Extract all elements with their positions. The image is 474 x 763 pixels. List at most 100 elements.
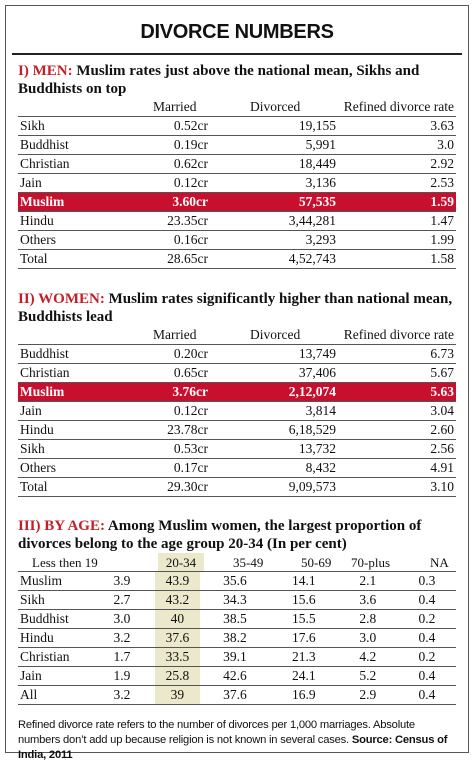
age-col-2: 35-49 <box>233 555 264 570</box>
women-married-value: 0.53cr <box>148 439 210 459</box>
age-value-col-2: 39.1 <box>199 647 270 667</box>
men-married-value: 0.52cr <box>148 116 210 136</box>
men-married-value: 0.12cr <box>148 173 210 193</box>
women-divorced-value: 6,18,529 <box>210 420 338 440</box>
men-divorced-value: 18,449 <box>210 154 338 174</box>
age-col-1: 20-34 <box>158 553 204 571</box>
women-rate-value: 6.73 <box>338 344 456 364</box>
women-row-label: Muslim <box>18 382 148 402</box>
women-divorced-value: 2,12,074 <box>210 382 338 402</box>
women-divorced-value: 8,432 <box>210 458 338 478</box>
age-value-col-0: 3.9 <box>89 571 155 591</box>
men-row-label: Total <box>18 249 148 269</box>
men-row-label: Jain <box>18 173 148 193</box>
age-value-col-3: 15.6 <box>269 590 338 610</box>
women-married-value: 29.30cr <box>148 477 210 497</box>
men-divorced-value: 3,293 <box>210 230 338 250</box>
women-rate-value: 2.60 <box>338 420 456 440</box>
age-col-4: 70-plus <box>351 555 390 570</box>
footnote-text: Refined divorce rate refers to the numbe… <box>18 719 415 746</box>
age-value-col-2: 38.5 <box>199 609 270 629</box>
age-value-col-2: 38.2 <box>199 628 270 648</box>
age-col-0: Less then 19 <box>32 555 98 570</box>
women-table-row: Christian 0.65cr 37,406 5.67 <box>18 363 456 383</box>
women-rate-value: 3.04 <box>338 401 456 421</box>
age-row-label: Hindu <box>18 628 90 648</box>
women-row-label: Total <box>18 477 148 497</box>
women-table-row: Others 0.17cr 8,432 4.91 <box>18 458 456 478</box>
men-row-label: Hindu <box>18 211 148 231</box>
men-heading: I) MEN: Muslim rates just above the nati… <box>18 62 456 98</box>
men-divorced-value: 57,535 <box>210 192 338 212</box>
women-table-row: Sikh 0.53cr 13,732 2.56 <box>18 439 456 459</box>
men-married-value: 3.60cr <box>148 192 210 212</box>
infographic-frame: DIVORCE NUMBERS I) MEN: Muslim rates jus… <box>5 5 469 761</box>
women-col-rate: Refined divorce rate <box>343 327 454 342</box>
women-column-headers: Married Divorced Refined divorce rate <box>18 326 456 344</box>
age-value-col-1: 39 <box>154 685 200 705</box>
men-row-label: Buddhist <box>18 135 148 155</box>
age-value-col-0: 1.9 <box>89 666 155 686</box>
women-heading-label: WOMEN: <box>38 291 105 307</box>
women-heading-num: II) <box>18 291 39 307</box>
men-heading-label: MEN: <box>32 63 73 79</box>
age-value-col-2: 34.3 <box>199 590 270 610</box>
page-title: DIVORCE NUMBERS <box>140 20 334 43</box>
women-table: Buddhist 0.20cr 13,749 6.73 Christian 0.65cr 3… <box>18 344 456 497</box>
women-married-value: 23.78cr <box>148 420 210 440</box>
men-row-label: Others <box>18 230 148 250</box>
men-table-row: Total 28.65cr 4,52,743 1.58 <box>18 249 456 269</box>
men-rate-value: 1.47 <box>338 211 456 231</box>
women-row-label: Jain <box>18 401 148 421</box>
title-divider <box>12 53 462 55</box>
men-heading-desc: Muslim rates just above the national mea… <box>18 63 420 97</box>
age-value-col-2: 35.6 <box>199 571 270 591</box>
women-row-label: Buddhist <box>18 344 148 364</box>
age-value-col-1: 37.6 <box>154 628 200 648</box>
women-table-row: Total 29.30cr 9,09,573 3.10 <box>18 477 456 497</box>
men-row-label: Muslim <box>18 192 148 212</box>
men-married-value: 0.62cr <box>148 154 210 174</box>
age-value-col-0: 3.0 <box>89 609 155 629</box>
women-married-value: 3.76cr <box>148 382 210 402</box>
men-rate-value: 1.58 <box>338 249 456 269</box>
women-row-label: Christian <box>18 363 148 383</box>
men-married-value: 0.19cr <box>148 135 210 155</box>
age-col-3: 50-69 <box>301 555 332 570</box>
age-table-row: Buddhist 3.0 40 38.5 15.5 2.8 0.2 <box>18 609 456 629</box>
age-value-col-4: 2.8 <box>337 609 398 629</box>
page-title-wrap: DIVORCE NUMBERS <box>6 6 468 58</box>
age-table-row: Christian 1.7 33.5 39.1 21.3 4.2 0.2 <box>18 647 456 667</box>
age-value-col-5: 0.4 <box>397 666 456 686</box>
men-table-row: Buddhist 0.19cr 5,991 3.0 <box>18 135 456 155</box>
men-table-row: Others 0.16cr 3,293 1.99 <box>18 230 456 250</box>
men-table-row: Sikh 0.52cr 19,155 3.63 <box>18 116 456 136</box>
women-col-married: Married <box>153 327 197 342</box>
age-value-col-1: 33.5 <box>154 647 200 667</box>
women-heading-desc: Muslim rates significantly higher than n… <box>18 291 453 325</box>
age-value-col-3: 15.5 <box>269 609 338 629</box>
age-value-col-1: 25.8 <box>154 666 200 686</box>
men-married-value: 28.65cr <box>148 249 210 269</box>
age-value-col-1: 43.9 <box>154 571 200 591</box>
age-table-row: All 3.2 39 37.6 16.9 2.9 0.4 <box>18 685 456 705</box>
men-row-label: Christian <box>18 154 148 174</box>
men-table-row: Hindu 23.35cr 3,44,281 1.47 <box>18 211 456 231</box>
women-divorced-value: 13,732 <box>210 439 338 459</box>
men-col-married: Married <box>153 99 197 114</box>
age-value-col-3: 14.1 <box>269 571 338 591</box>
men-divorced-value: 4,52,743 <box>210 249 338 269</box>
age-table-row: Sikh 2.7 43.2 34.3 15.6 3.6 0.4 <box>18 590 456 610</box>
women-divorced-value: 37,406 <box>210 363 338 383</box>
age-row-label: Christian <box>18 647 90 667</box>
age-row-label: Buddhist <box>18 609 90 629</box>
age-value-col-5: 0.4 <box>397 628 456 648</box>
age-value-col-2: 42.6 <box>199 666 270 686</box>
age-value-col-5: 0.3 <box>397 571 456 591</box>
women-table-row: Muslim 3.76cr 2,12,074 5.63 <box>18 382 456 402</box>
men-divorced-value: 5,991 <box>210 135 338 155</box>
men-col-rate: Refined divorce rate <box>343 99 454 114</box>
women-married-value: 0.17cr <box>148 458 210 478</box>
age-value-col-4: 2.1 <box>337 571 398 591</box>
age-table-row: Hindu 3.2 37.6 38.2 17.6 3.0 0.4 <box>18 628 456 648</box>
